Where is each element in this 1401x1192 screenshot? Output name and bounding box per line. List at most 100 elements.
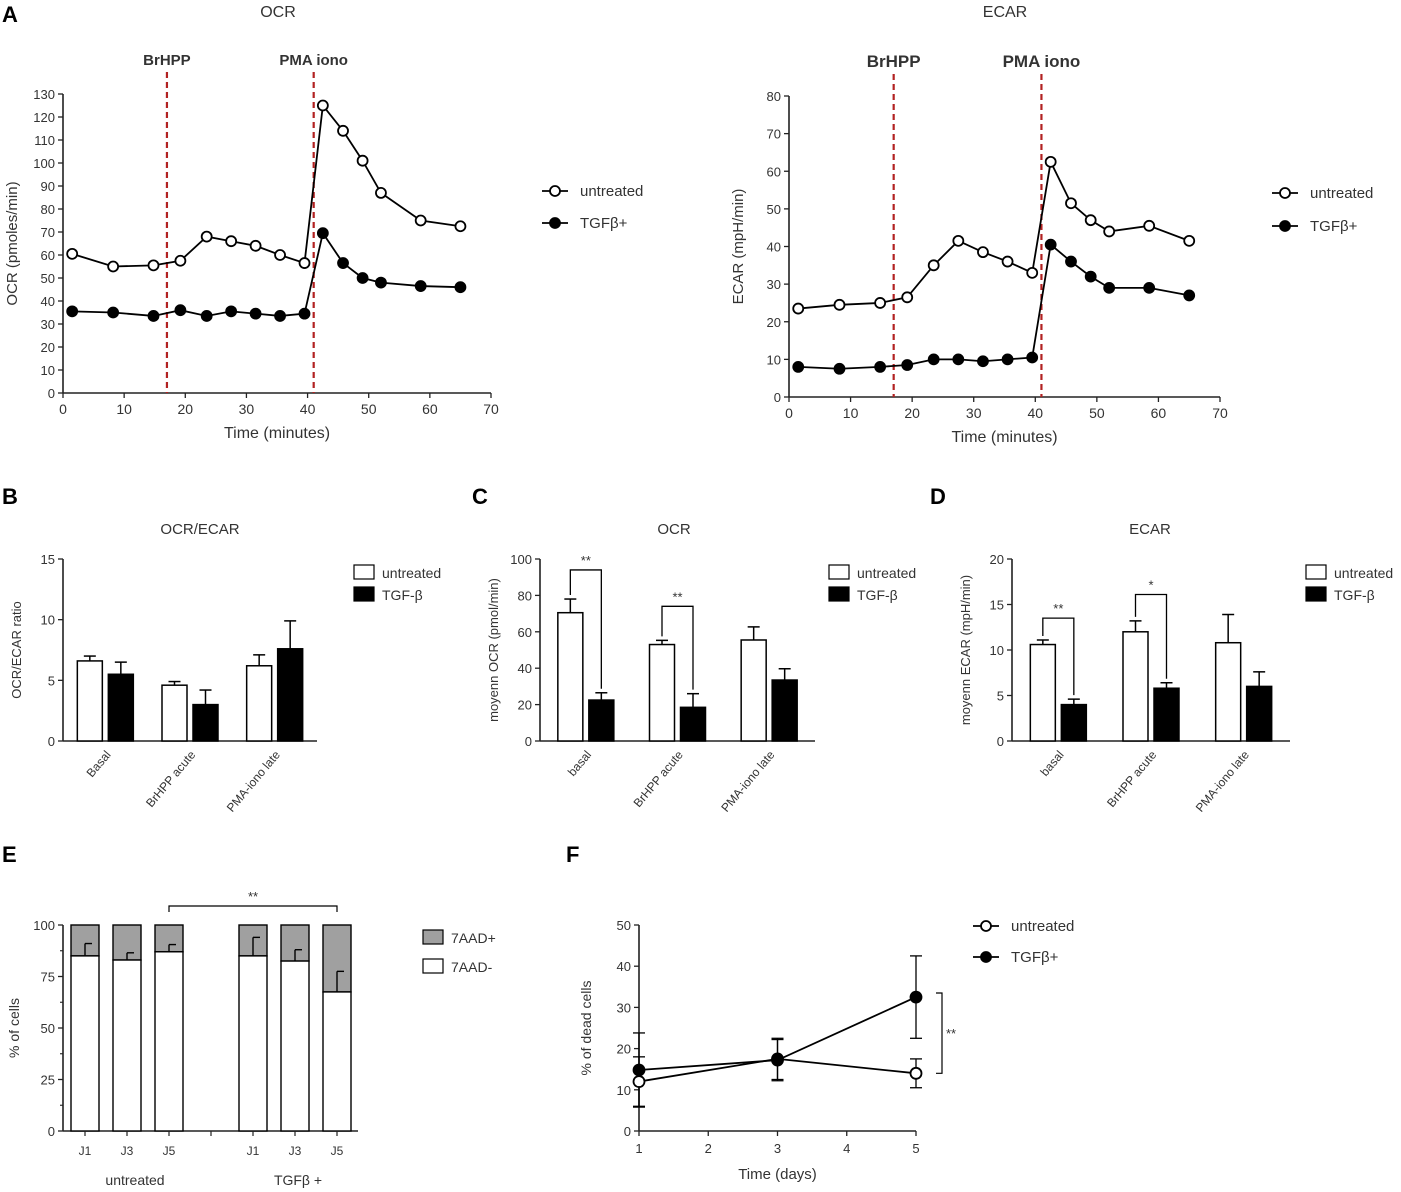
A-OCR-x-tick-label: 10 xyxy=(116,401,132,417)
E-bar-7aad-neg xyxy=(238,955,268,1132)
A-ECAR-point xyxy=(833,298,846,311)
A-OCR-point xyxy=(147,259,160,272)
A-OCR-point xyxy=(147,310,160,322)
A-OCR-point xyxy=(249,307,262,320)
A-ECAR-x-label: Time (minutes) xyxy=(951,429,1057,446)
C-y-tick-label: 0 xyxy=(525,734,532,749)
A-OCR-title: OCR xyxy=(260,4,296,21)
panel-label-e: E xyxy=(2,842,17,867)
F-legend-tgfb-marker xyxy=(980,951,992,963)
A-ECAR-point xyxy=(1044,155,1057,168)
A-ECAR-point xyxy=(1001,255,1014,268)
E-bar-7aad-neg xyxy=(322,991,352,1132)
A-OCR-point xyxy=(274,249,286,261)
E-significance-bracket xyxy=(168,905,338,912)
F-x-tick-label: 3 xyxy=(774,1141,781,1156)
A-OCR-x-tick-label: 40 xyxy=(300,401,316,417)
A-OCR-x-tick-label: 60 xyxy=(422,401,438,417)
A-OCR-point xyxy=(356,272,369,284)
A-ECAR-point xyxy=(977,355,989,368)
A-OCR-legend-untreated-label: untreated xyxy=(580,183,643,200)
A-OCR-point xyxy=(174,254,187,267)
A-ECAR-x-tick-label: 60 xyxy=(1151,405,1167,421)
F-x-tick-label: 2 xyxy=(705,1141,712,1156)
F-point xyxy=(632,1063,646,1077)
A-ECAR-y-tick-label: 40 xyxy=(767,240,781,255)
A-ECAR-point xyxy=(927,259,940,272)
C-bar xyxy=(740,639,767,742)
A-ECAR-y-tick-label: 70 xyxy=(767,127,781,142)
A-OCR-series-line xyxy=(71,103,461,268)
A-ECAR-point xyxy=(1143,281,1156,294)
A-ECAR-point xyxy=(977,246,989,259)
A-ECAR-point xyxy=(1143,219,1156,232)
A-OCR-point xyxy=(66,305,79,318)
A-OCR-legend-tgfb-marker xyxy=(549,217,561,229)
A-OCR-point xyxy=(337,257,349,269)
A-OCR-point xyxy=(454,281,467,294)
A-OCR-point xyxy=(298,307,311,320)
A-ECAR-point xyxy=(952,353,965,366)
A-OCR-point xyxy=(107,260,120,273)
C-significance-bracket xyxy=(661,605,694,690)
A-ECAR-legend-tgfb-label: TGFβ+ xyxy=(1310,218,1358,235)
B-legend-tgfb-swatch xyxy=(353,586,375,602)
A-ECAR-point xyxy=(1084,270,1097,283)
A-ECAR-series-line xyxy=(798,158,1190,310)
C-y-tick-label: 20 xyxy=(518,698,532,713)
A-ECAR-point xyxy=(874,297,887,309)
A-OCR-point xyxy=(316,227,329,240)
D-significance-bracket xyxy=(1134,593,1168,679)
D-category-label: BrHPP acute xyxy=(1104,748,1159,810)
A-ECAR-x-tick-label: 20 xyxy=(904,405,920,421)
panel-label-d: D xyxy=(930,484,946,509)
E-category-label: J5 xyxy=(331,1144,344,1158)
C-y-tick-label: 40 xyxy=(518,661,532,676)
A-OCR-x-tick-label: 30 xyxy=(239,401,255,417)
E-legend-7aad-neg-label: 7AAD- xyxy=(451,959,493,975)
B-legend-untreated-label: untreated xyxy=(382,565,441,581)
F-x-tick-label: 5 xyxy=(912,1141,919,1156)
A-OCR-point xyxy=(107,306,120,319)
C-title: OCR xyxy=(657,521,691,538)
A-OCR-point xyxy=(174,304,187,317)
B-y-tick-label: 5 xyxy=(48,673,55,688)
A-ECAR-point xyxy=(1103,225,1116,238)
A-ECAR-point xyxy=(927,353,940,366)
A-ECAR-y-tick-label: 10 xyxy=(767,352,781,367)
panel-label-c: C xyxy=(472,484,488,509)
C-significance-label: ** xyxy=(581,553,591,568)
C-bar xyxy=(648,643,676,742)
E-category-label: J1 xyxy=(247,1144,260,1158)
F-legend-untreated-marker xyxy=(980,920,992,932)
C-significance-label: ** xyxy=(672,589,682,604)
A-OCR-y-tick-label: 60 xyxy=(41,248,55,263)
panel-label-b: B xyxy=(2,484,18,509)
A-ECAR-y-tick-label: 60 xyxy=(767,164,781,179)
A-ECAR-point xyxy=(1103,281,1116,294)
F-significance-bracket xyxy=(936,992,943,1074)
A-OCR-legend-untreated-marker xyxy=(549,185,561,197)
A-ECAR-injection-label: BrHPP xyxy=(867,52,921,71)
A-ECAR-point xyxy=(1183,234,1196,247)
D-y-tick-label: 5 xyxy=(997,689,1004,704)
B-bar xyxy=(161,684,188,742)
B-category-label: Basal xyxy=(84,748,114,780)
A-ECAR-x-tick-label: 0 xyxy=(785,405,793,421)
A-OCR-y-tick-label: 120 xyxy=(33,110,55,125)
B-legend-tgfb-label: TGF-β xyxy=(382,587,423,603)
A-ECAR-point xyxy=(1026,266,1039,279)
B-y-tick-label: 10 xyxy=(41,613,55,628)
A-ECAR-point xyxy=(952,234,965,247)
C-bar xyxy=(771,679,798,742)
A-OCR-point xyxy=(316,99,329,112)
A-OCR-point xyxy=(225,305,238,318)
E-category-label: J5 xyxy=(163,1144,176,1158)
E-bar-7aad-neg xyxy=(280,960,310,1132)
A-ECAR-legend-untreated-label: untreated xyxy=(1310,185,1373,202)
C-y-tick-label: 100 xyxy=(510,552,532,567)
E-y-tick-label: 100 xyxy=(33,918,55,933)
A-OCR-injection-label: PMA iono xyxy=(279,52,348,69)
F-x-label: Time (days) xyxy=(738,1166,817,1183)
D-category-label: PMA-iono late xyxy=(1193,748,1252,815)
